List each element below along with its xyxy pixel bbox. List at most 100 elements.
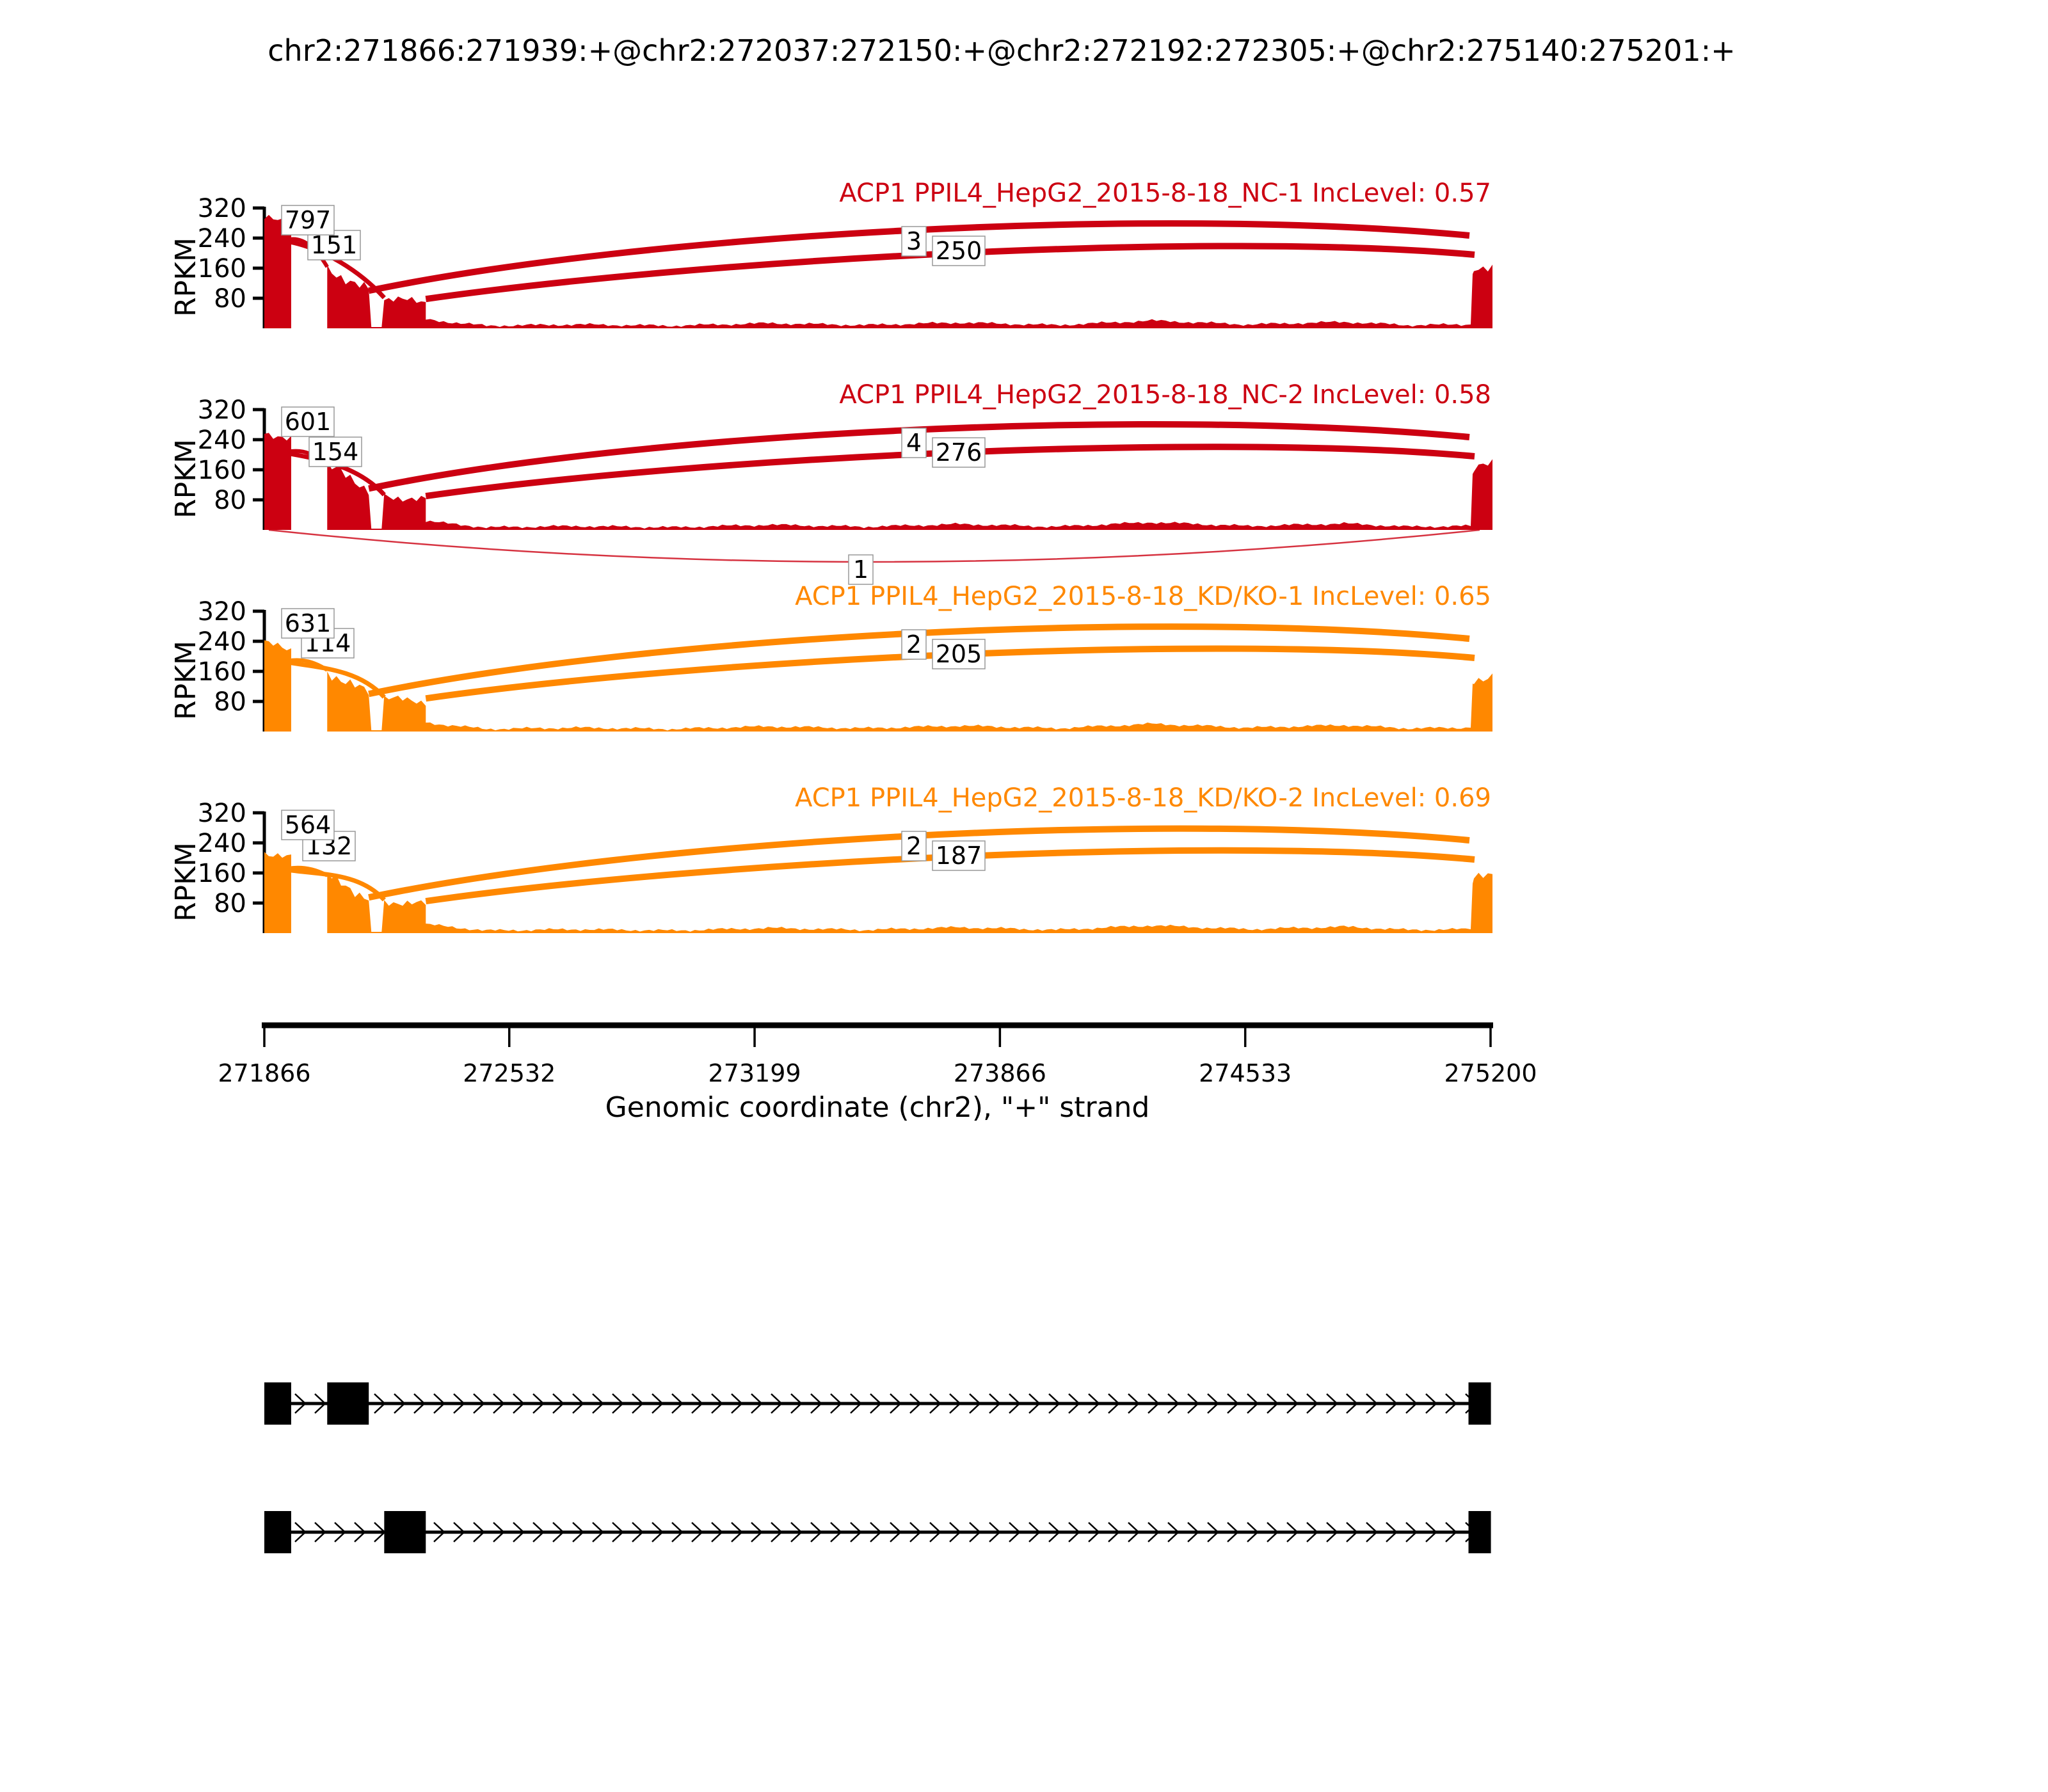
strand-direction-chevron: [850, 1522, 862, 1542]
strand-direction-chevron: [671, 1522, 684, 1542]
x-tick-label: 273866: [954, 1059, 1046, 1087]
strand-direction-chevron: [374, 1393, 386, 1414]
junction-count-e2a-e3: 2: [906, 630, 922, 659]
x-tick-label: 271866: [218, 1059, 310, 1087]
junction-count-e1-e2a: 601: [285, 408, 332, 436]
junction-arc-e1-e2b: [289, 868, 386, 902]
y-tick-label: 320: [198, 597, 246, 627]
strand-direction-chevron: [1068, 1522, 1080, 1542]
strand-direction-chevron: [949, 1522, 961, 1542]
exon-box-e1: [264, 1511, 291, 1553]
strand-direction-chevron: [532, 1522, 545, 1542]
strand-direction-chevron: [453, 1522, 465, 1542]
junction-label-box: [901, 226, 927, 257]
strand-direction-chevron: [1187, 1522, 1199, 1542]
strand-direction-chevron: [1386, 1393, 1398, 1414]
strand-direction-chevron: [652, 1522, 664, 1542]
x-axis-title: Genomic coordinate (chr2), "+" strand: [605, 1091, 1150, 1124]
strand-direction-chevron: [1108, 1522, 1120, 1542]
junction-label-box: [281, 205, 335, 236]
junction-label-box: [932, 639, 986, 669]
strand-direction-chevron: [751, 1393, 763, 1414]
track-title-nc1: ACP1 PPIL4_HepG2_2015-8-18_NC-1 IncLevel…: [839, 179, 1491, 208]
strand-direction-chevron: [433, 1522, 445, 1542]
strand-direction-chevron: [592, 1522, 604, 1542]
strand-direction-chevron: [830, 1522, 842, 1542]
track-title-nc2: ACP1 PPIL4_HepG2_2015-8-18_NC-2 IncLevel…: [839, 380, 1491, 410]
strand-direction-chevron: [314, 1522, 326, 1542]
strand-direction-chevron: [1405, 1393, 1418, 1414]
strand-direction-chevron: [1227, 1522, 1239, 1542]
exon-box-e2a: [327, 1382, 369, 1425]
coverage-area: [264, 214, 1492, 328]
strand-direction-chevron: [493, 1393, 505, 1414]
coverage-area: [264, 433, 1492, 530]
strand-direction-chevron: [1306, 1522, 1318, 1542]
junction-count-e1-e2b: 151: [311, 231, 358, 259]
strand-direction-chevron: [1009, 1393, 1021, 1414]
track-title-kdko1: ACP1 PPIL4_HepG2_2015-8-18_KD/KO-1 IncLe…: [795, 582, 1491, 611]
junction-count-e2a-e3: 3: [906, 227, 922, 255]
y-axis-label: RPKM: [170, 237, 202, 317]
y-tick-label: 240: [198, 224, 246, 253]
coverage-area: [264, 640, 1492, 732]
strand-direction-chevron: [1267, 1522, 1279, 1542]
y-tick-label: 240: [198, 627, 246, 657]
strand-direction-chevron: [294, 1393, 307, 1414]
strand-direction-chevron: [1425, 1522, 1437, 1542]
strand-direction-chevron: [394, 1393, 406, 1414]
strand-direction-chevron: [1346, 1522, 1358, 1542]
strand-direction-chevron: [909, 1522, 922, 1542]
strand-direction-chevron: [493, 1522, 505, 1542]
strand-direction-chevron: [1286, 1393, 1299, 1414]
figure-title: chr2:271866:271939:+@chr2:272037:272150:…: [268, 33, 1735, 68]
junction-count-e1-e2b: 154: [312, 438, 359, 466]
exon-box-e3: [1468, 1382, 1491, 1425]
strand-direction-chevron: [909, 1393, 922, 1414]
y-tick-label: 160: [198, 657, 246, 687]
junction-count-e2b-e3: 250: [936, 237, 982, 265]
x-tick-label: 272532: [463, 1059, 556, 1087]
strand-direction-chevron: [552, 1393, 564, 1414]
strand-direction-chevron: [513, 1393, 525, 1414]
y-axis-label: RPKM: [170, 641, 202, 720]
strand-direction-chevron: [1326, 1522, 1338, 1542]
strand-direction-chevron: [1128, 1522, 1140, 1542]
junction-count-below: 1: [853, 556, 868, 584]
strand-direction-chevron: [612, 1522, 624, 1542]
y-tick-label: 80: [214, 284, 246, 314]
strand-direction-chevron: [632, 1393, 644, 1414]
strand-direction-chevron: [1028, 1522, 1041, 1542]
junction-label-box: [281, 608, 335, 639]
strand-direction-chevron: [453, 1393, 465, 1414]
strand-direction-chevron: [572, 1393, 584, 1414]
track-title-kdko2: ACP1 PPIL4_HepG2_2015-8-18_KD/KO-2 IncLe…: [795, 783, 1491, 813]
strand-direction-chevron: [870, 1393, 882, 1414]
junction-label-box: [281, 406, 335, 437]
strand-direction-chevron: [810, 1522, 822, 1542]
x-tick-label: 273199: [708, 1059, 801, 1087]
strand-direction-chevron: [354, 1522, 366, 1542]
strand-direction-chevron: [632, 1522, 644, 1542]
strand-direction-chevron: [1148, 1393, 1160, 1414]
x-tick-label: 275200: [1444, 1059, 1537, 1087]
strand-direction-chevron: [1128, 1393, 1140, 1414]
junction-label-box: [932, 437, 986, 468]
y-tick-label: 80: [214, 687, 246, 717]
strand-direction-chevron: [1366, 1393, 1378, 1414]
strand-direction-chevron: [1068, 1393, 1080, 1414]
junction-arc-e1-e2b: [289, 660, 386, 699]
strand-direction-chevron: [294, 1522, 307, 1542]
junction-count-e1-e2a: 631: [285, 609, 332, 637]
strand-direction-chevron: [1167, 1393, 1180, 1414]
coverage-area: [264, 852, 1492, 933]
strand-direction-chevron: [1247, 1393, 1259, 1414]
strand-direction-chevron: [1207, 1393, 1219, 1414]
y-axis-label: RPKM: [170, 439, 202, 518]
strand-direction-chevron: [790, 1393, 803, 1414]
strand-direction-chevron: [890, 1522, 902, 1542]
strand-direction-chevron: [1445, 1522, 1457, 1542]
